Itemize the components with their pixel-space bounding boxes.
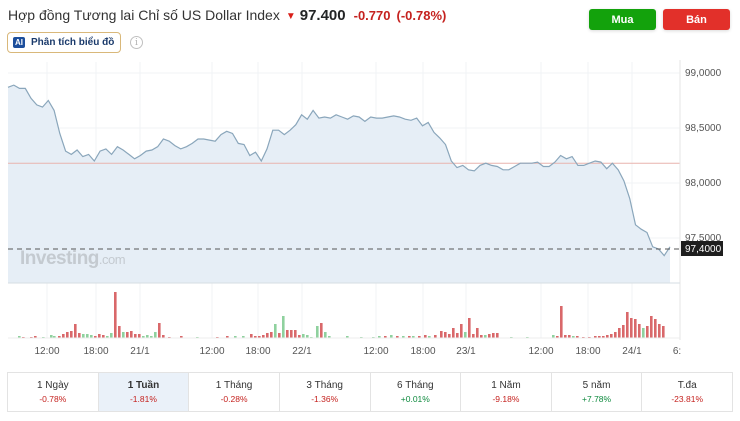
period-label: 1 Năm	[491, 380, 521, 391]
current-price-tag: 97,4000	[681, 241, 723, 256]
period-tab[interactable]: 1 Tuần -1.81%	[98, 373, 190, 411]
period-label: 1 Tuần	[127, 380, 160, 391]
period-tab[interactable]: T.đa -23.81%	[642, 373, 732, 411]
info-icon[interactable]: i	[130, 36, 143, 49]
svg-text:12:00: 12:00	[34, 346, 59, 357]
period-change: +0.01%	[400, 394, 430, 404]
volume-bars	[18, 292, 665, 338]
period-label: 6 Tháng	[397, 380, 434, 391]
instrument-header: Hợp đồng Tương lai Chỉ số US Dollar Inde…	[8, 7, 446, 24]
period-change: -0.78%	[39, 394, 67, 404]
period-change: -23.81%	[671, 394, 704, 404]
period-change: +7.78%	[582, 394, 612, 404]
ai-chart-analysis-label: Phân tích biểu đồ	[31, 37, 115, 48]
price-area-fill	[8, 85, 670, 283]
ai-chart-analysis-button[interactable]: AI Phân tích biểu đồ	[7, 32, 122, 53]
x-axis-labels: 12:00 18:00 21/1 12:00 18:00 22/1 12:00 18:00 23…	[34, 346, 681, 357]
price-chart[interactable]: Investing.com 99,0000 98,5000 98,0000 97,50…	[0, 60, 740, 360]
period-change: -0.28%	[220, 394, 248, 404]
last-price: 97.400	[299, 7, 346, 24]
svg-text:22/1: 22/1	[292, 346, 312, 357]
period-label: 1 Tháng	[215, 380, 253, 391]
svg-text:18:00: 18:00	[410, 346, 435, 357]
buy-button[interactable]: Mua	[589, 9, 656, 30]
svg-text:97,5000: 97,5000	[685, 233, 722, 244]
svg-text:23/1: 23/1	[456, 346, 476, 357]
period-tab[interactable]: 5 năm +7.78%	[552, 373, 643, 411]
svg-text:98,5000: 98,5000	[685, 123, 722, 134]
svg-text:98,0000: 98,0000	[685, 178, 722, 189]
svg-text:18:00: 18:00	[83, 346, 108, 357]
period-label: T.đa	[677, 380, 697, 391]
period-tab[interactable]: 1 Năm -9.18%	[461, 373, 552, 411]
period-change: -1.81%	[129, 394, 157, 404]
period-label: 1 Ngày	[36, 380, 69, 391]
svg-text:12:00: 12:00	[528, 346, 553, 357]
performance-periods: 1 Ngày -0.78% 1 Tuần -1.81% 1 Tháng -0.28% 3 T…	[7, 372, 733, 412]
down-arrow-icon: ▼	[285, 11, 296, 22]
svg-text:6:: 6:	[673, 346, 681, 357]
svg-text:21/1: 21/1	[130, 346, 150, 357]
period-change: -9.18%	[492, 394, 520, 404]
period-tab[interactable]: 6 Tháng +0.01%	[371, 373, 462, 411]
price-line	[7, 84, 671, 257]
period-tab[interactable]: 1 Tháng -0.28%	[189, 373, 280, 411]
y-axis-labels: 99,0000 98,5000 98,0000 97,5000	[685, 68, 722, 244]
svg-text:12:00: 12:00	[363, 346, 388, 357]
period-label: 5 năm	[582, 380, 611, 391]
price-change: -0.770	[353, 8, 391, 23]
svg-text:97,4000: 97,4000	[685, 244, 722, 255]
period-label: 3 Tháng	[306, 380, 343, 391]
svg-text:18:00: 18:00	[245, 346, 270, 357]
period-tab[interactable]: 1 Ngày -0.78%	[8, 373, 99, 411]
svg-text:24/1: 24/1	[622, 346, 642, 357]
price-change-percent: (-0.78%)	[396, 8, 447, 23]
svg-text:12:00: 12:00	[199, 346, 224, 357]
ai-icon: AI	[13, 37, 25, 48]
instrument-title: Hợp đồng Tương lai Chỉ số US Dollar Inde…	[8, 7, 280, 23]
svg-text:99,0000: 99,0000	[685, 68, 722, 79]
period-change: -1.36%	[311, 394, 339, 404]
sell-button[interactable]: Bán	[663, 9, 730, 30]
investing-watermark: Investing.com	[20, 248, 125, 269]
svg-text:18:00: 18:00	[575, 346, 600, 357]
period-tab[interactable]: 3 Tháng -1.36%	[280, 373, 371, 411]
